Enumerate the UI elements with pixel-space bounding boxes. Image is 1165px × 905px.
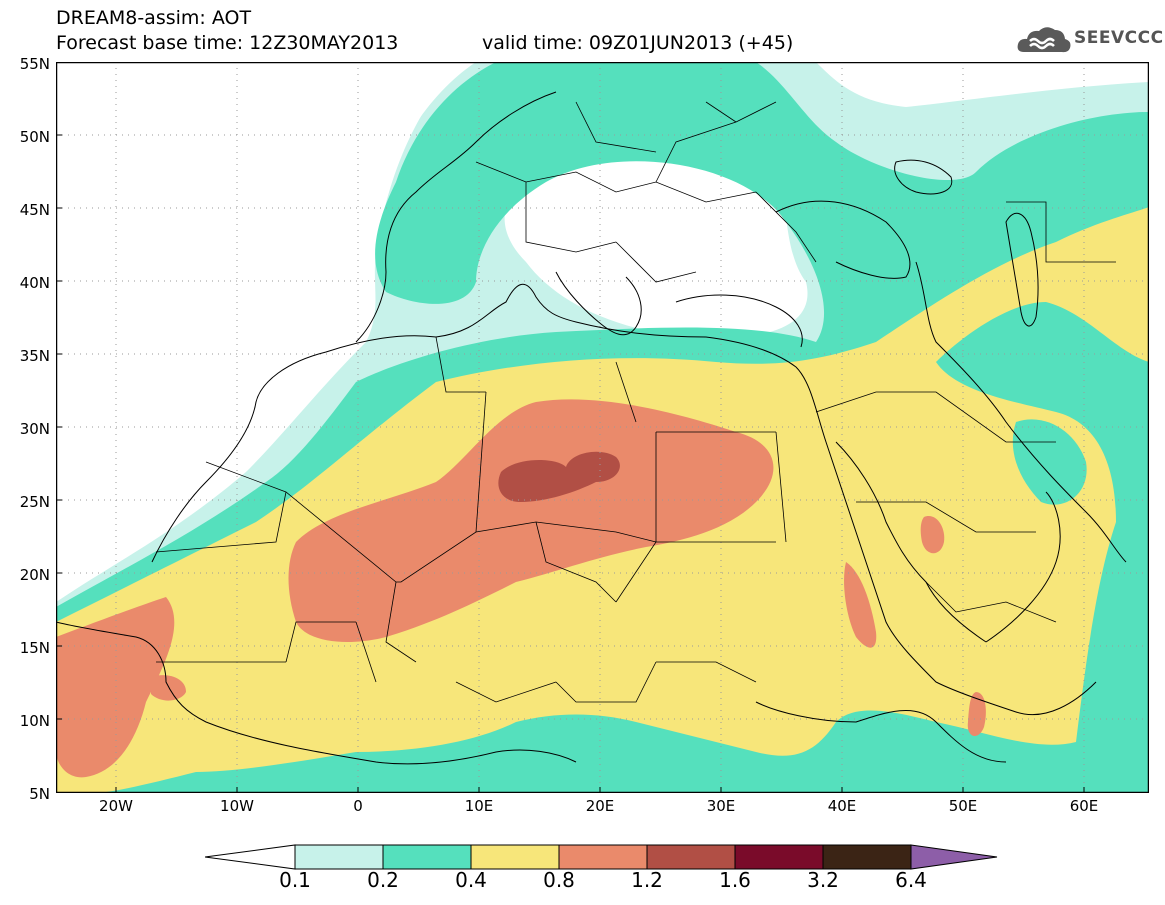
lon-label-60e: 60E	[1069, 797, 1099, 815]
colorbar-label-0-1: 0.1	[279, 868, 311, 892]
lon-label-30e: 30E	[706, 797, 736, 815]
colorbar-bin-5	[646, 844, 736, 870]
graticule	[56, 62, 1149, 793]
seevccc-logo: SEEVCCC	[1016, 22, 1163, 56]
aot-map	[56, 62, 1149, 793]
colorbar-bin-3	[470, 844, 560, 870]
lon-label-20w: 20W	[99, 797, 133, 815]
lon-label-10e: 10E	[464, 797, 494, 815]
cloud-icon	[1017, 27, 1071, 53]
colorbar-label-3-2: 3.2	[807, 868, 839, 892]
colorbar-bin-4	[558, 844, 648, 870]
colorbar-bin-6	[734, 844, 824, 870]
lat-label-55n: 55N	[19, 55, 50, 73]
coastlines	[56, 91, 1127, 765]
aot-band-0-8	[56, 399, 986, 778]
colorbar-label-0-2: 0.2	[367, 868, 399, 892]
colorbar-label-6-4: 6.4	[895, 868, 927, 892]
inland-water	[894, 159, 1039, 327]
aot-band-1-2	[498, 451, 620, 502]
axis-ticks	[56, 134, 1085, 793]
lat-label-35n: 35N	[19, 347, 50, 365]
lon-label-20e: 20E	[585, 797, 615, 815]
colorbar-label-0-4: 0.4	[455, 868, 487, 892]
lon-label-10w: 10W	[220, 797, 254, 815]
country-borders	[155, 101, 1116, 703]
colorbar-bin-1	[294, 844, 384, 870]
lon-label-0: 0	[353, 797, 363, 815]
lat-label-50n: 50N	[19, 128, 50, 146]
colorbar-low-arrow	[205, 844, 296, 870]
logo-text: SEEVCCC	[1074, 28, 1164, 48]
forecast-base-time: Forecast base time: 12Z30MAY2013	[56, 32, 399, 54]
lat-label-30n: 30N	[19, 420, 50, 438]
aot-colorbar	[205, 844, 998, 870]
lat-label-20n: 20N	[19, 566, 50, 584]
lat-label-15n: 15N	[19, 639, 50, 657]
lon-label-40e: 40E	[827, 797, 857, 815]
lat-label-10n: 10N	[19, 712, 50, 730]
colorbar-bin-2	[382, 844, 472, 870]
valid-time: valid time: 09Z01JUN2013 (+45)	[482, 32, 794, 54]
lat-label-40n: 40N	[19, 274, 50, 292]
colorbar-label-0-8: 0.8	[543, 868, 575, 892]
colorbar-label-1-6: 1.6	[719, 868, 751, 892]
lon-label-50e: 50E	[948, 797, 978, 815]
colorbar-label-1-2: 1.2	[631, 868, 663, 892]
lat-label-45n: 45N	[19, 201, 50, 219]
lat-label-5n: 5N	[29, 785, 50, 803]
colorbar-bin-7	[822, 844, 912, 870]
colorbar-high-arrow	[910, 844, 998, 870]
lat-label-25n: 25N	[19, 493, 50, 511]
map-title: DREAM8-assim: AOT	[56, 7, 252, 29]
